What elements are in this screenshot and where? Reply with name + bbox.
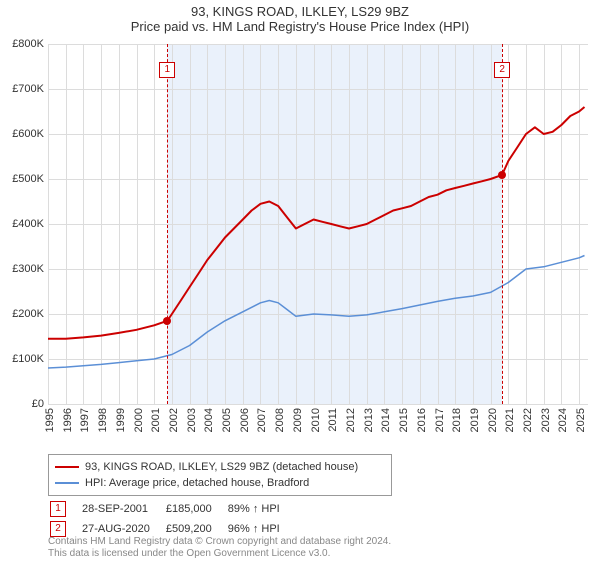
x-tick-label: 2021 xyxy=(504,408,516,432)
x-tick-label: 2023 xyxy=(540,408,552,432)
x-tick-label: 1999 xyxy=(115,408,127,432)
event-dot xyxy=(498,171,506,179)
x-tick-label: 1997 xyxy=(79,408,91,432)
footnote-line2: This data is licensed under the Open Gov… xyxy=(48,548,391,560)
x-tick-label: 1996 xyxy=(62,408,74,432)
legend-swatch xyxy=(55,466,79,468)
legend: 93, KINGS ROAD, ILKLEY, LS29 9BZ (detach… xyxy=(48,454,392,496)
events-table: 128-SEP-2001£185,00089% ↑ HPI227-AUG-202… xyxy=(48,498,296,540)
event-marker: 2 xyxy=(50,521,66,537)
y-tick-label: £700K xyxy=(12,83,44,95)
event-dashed-line xyxy=(167,44,168,404)
chart-title-line2: Price paid vs. HM Land Registry's House … xyxy=(0,19,600,34)
event-dashed-line xyxy=(502,44,503,404)
y-tick-label: £800K xyxy=(12,38,44,50)
y-tick-label: £300K xyxy=(12,263,44,275)
y-tick-label: £600K xyxy=(12,128,44,140)
legend-item: HPI: Average price, detached house, Brad… xyxy=(55,475,385,491)
y-tick-label: £200K xyxy=(12,308,44,320)
x-tick-label: 2006 xyxy=(239,408,251,432)
x-tick-label: 2024 xyxy=(557,408,569,432)
x-tick-label: 2010 xyxy=(310,408,322,432)
footnote: Contains HM Land Registry data © Crown c… xyxy=(48,536,391,560)
event-vs-hpi: 89% ↑ HPI xyxy=(228,500,294,518)
x-tick-label: 2015 xyxy=(398,408,410,432)
event-marker: 1 xyxy=(159,62,175,78)
event-date: 28-SEP-2001 xyxy=(82,500,164,518)
event-dot xyxy=(163,317,171,325)
x-tick-label: 2016 xyxy=(416,408,428,432)
series-price_paid xyxy=(48,107,585,339)
table-row: 1 28-SEP-2001£185,00089% ↑ HPI xyxy=(50,500,294,518)
y-tick-label: £400K xyxy=(12,218,44,230)
x-tick-label: 2002 xyxy=(168,408,180,432)
series-hpi xyxy=(48,256,585,369)
chart-title-line1: 93, KINGS ROAD, ILKLEY, LS29 9BZ xyxy=(0,4,600,19)
x-tick-label: 2025 xyxy=(575,408,587,432)
x-tick-label: 2020 xyxy=(487,408,499,432)
x-tick-label: 2014 xyxy=(380,408,392,432)
x-tick-label: 2007 xyxy=(256,408,268,432)
x-tick-label: 2011 xyxy=(327,408,339,432)
y-tick-label: £0 xyxy=(32,398,44,410)
x-tick-label: 2001 xyxy=(150,408,162,432)
legend-swatch xyxy=(55,482,79,484)
y-tick-label: £100K xyxy=(12,353,44,365)
footnote-line1: Contains HM Land Registry data © Crown c… xyxy=(48,536,391,548)
chart-plot-area: £0£100K£200K£300K£400K£500K£600K£700K£80… xyxy=(48,44,588,404)
legend-label: HPI: Average price, detached house, Brad… xyxy=(85,475,309,491)
x-tick-label: 2008 xyxy=(274,408,286,432)
legend-label: 93, KINGS ROAD, ILKLEY, LS29 9BZ (detach… xyxy=(85,459,358,475)
x-tick-label: 1998 xyxy=(97,408,109,432)
event-marker: 2 xyxy=(494,62,510,78)
event-marker: 1 xyxy=(50,501,66,517)
x-tick-label: 1995 xyxy=(44,408,56,432)
x-tick-label: 2000 xyxy=(133,408,145,432)
chart-series-svg xyxy=(48,44,588,404)
x-tick-label: 2009 xyxy=(292,408,304,432)
x-tick-label: 2013 xyxy=(363,408,375,432)
x-tick-label: 2003 xyxy=(186,408,198,432)
x-tick-label: 2005 xyxy=(221,408,233,432)
gridline-h xyxy=(48,404,588,405)
y-tick-label: £500K xyxy=(12,173,44,185)
x-tick-label: 2004 xyxy=(203,408,215,432)
legend-item: 93, KINGS ROAD, ILKLEY, LS29 9BZ (detach… xyxy=(55,459,385,475)
x-tick-label: 2022 xyxy=(522,408,534,432)
x-tick-label: 2019 xyxy=(469,408,481,432)
event-price: £185,000 xyxy=(166,500,226,518)
x-tick-label: 2012 xyxy=(345,408,357,432)
x-tick-label: 2017 xyxy=(434,408,446,432)
x-tick-label: 2018 xyxy=(451,408,463,432)
